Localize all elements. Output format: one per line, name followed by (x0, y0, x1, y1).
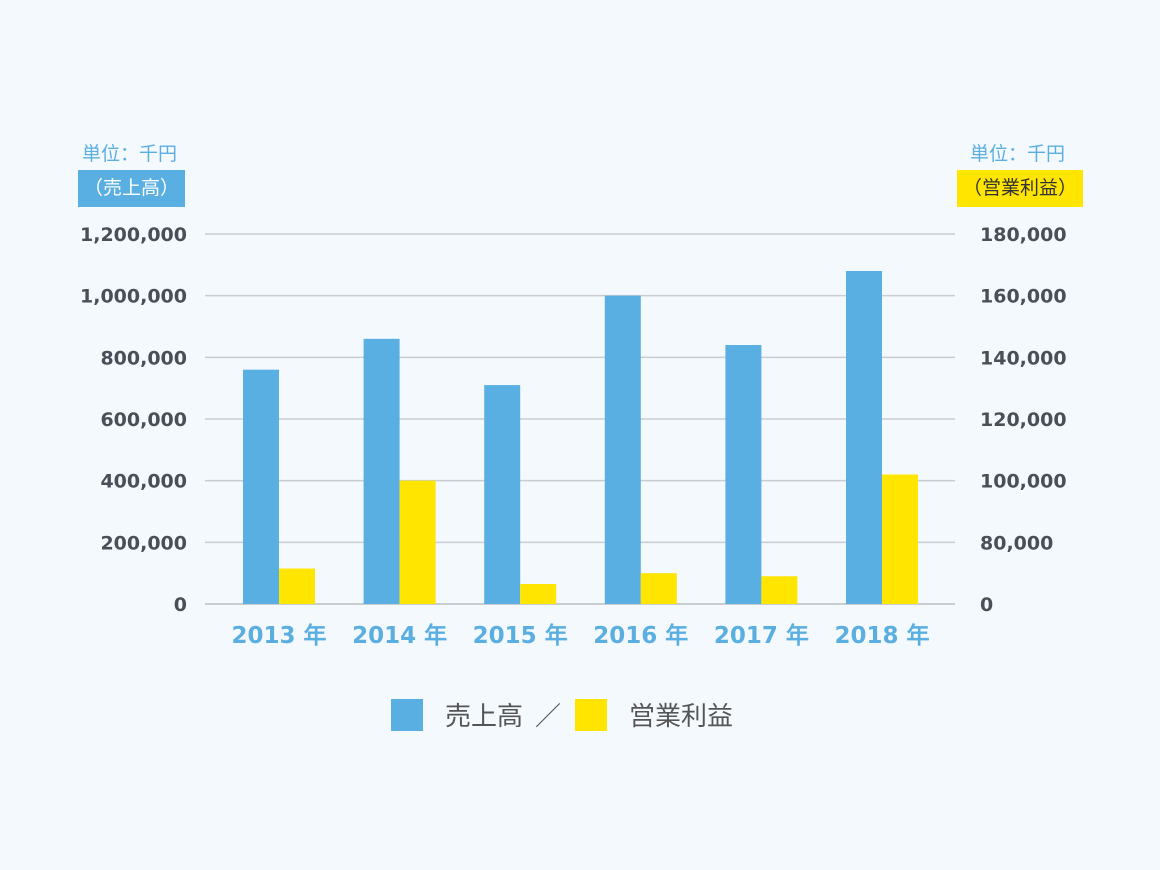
right-tick-label: 180,000 (980, 224, 1067, 246)
right-tick-label: 140,000 (980, 347, 1067, 369)
legend-swatch-profit (575, 698, 608, 731)
left-tick-label: 800,000 (100, 347, 187, 369)
left-axis-title: （売上高） (78, 170, 186, 207)
legend-label-profit: 営業利益 (629, 702, 734, 732)
bar-sales (243, 369, 279, 604)
bar-profit (761, 576, 798, 604)
x-tick-label: 2017 年 (714, 622, 809, 649)
legend-swatch-sales (391, 698, 423, 731)
left-unit-label: 単位：千円 (82, 143, 178, 165)
legend-label-sales: 売上高 (445, 702, 524, 732)
left-tick-label: 600,000 (100, 409, 187, 431)
left-tick-label: 0 (174, 594, 187, 616)
bar-profit (520, 583, 557, 604)
right-tick-label: 80,000 (980, 532, 1053, 554)
x-tick-label: 2013 年 (231, 622, 326, 649)
x-tick-label: 2018 年 (834, 622, 929, 649)
bar-profit (399, 480, 436, 604)
bar-sales (846, 271, 882, 604)
bar-profit (882, 474, 918, 604)
left-tick-label: 200,000 (100, 532, 187, 554)
right-tick-label: 160,000 (980, 286, 1067, 308)
x-tick-label: 2016 年 (593, 622, 688, 649)
right-tick-label: 0 (980, 594, 993, 616)
bar-profit (279, 568, 315, 604)
right-axis-title: （営業利益） (957, 170, 1084, 207)
left-tick-label: 1,000,000 (80, 286, 187, 308)
left-tick-label: 1,200,000 (80, 224, 187, 246)
bar-profit (640, 573, 677, 604)
left-tick-label: 400,000 (100, 471, 187, 493)
x-tick-label: 2014 年 (352, 622, 447, 649)
legend: 売上高 ／ 営業利益 (391, 696, 733, 733)
bar-sales (725, 345, 762, 604)
right-tick-label: 100,000 (980, 471, 1067, 493)
bar-sales (484, 385, 521, 604)
bar-sales (363, 338, 400, 604)
right-tick-label: 120,000 (980, 409, 1067, 431)
right-unit-label: 単位：千円 (970, 143, 1066, 165)
bar-sales (604, 295, 641, 604)
legend-separator: ／ (535, 702, 562, 732)
x-tick-label: 2015 年 (473, 622, 568, 649)
